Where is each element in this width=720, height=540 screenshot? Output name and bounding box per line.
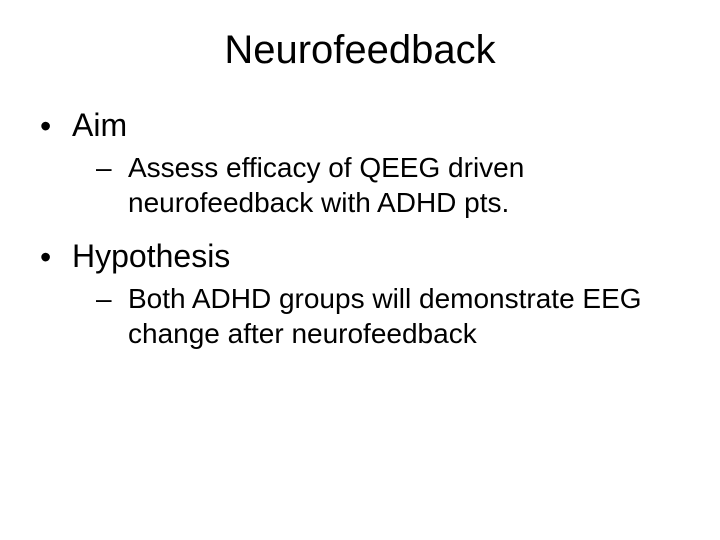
sub-list: Assess efficacy of QEEG driven neurofeed… [72,150,680,220]
sub-text: Assess efficacy of QEEG driven neurofeed… [128,152,524,218]
slide-title: Neurofeedback [40,28,680,73]
slide: Neurofeedback Aim Assess efficacy of QEE… [0,0,720,540]
bullet-item-aim: Aim Assess efficacy of QEEG driven neuro… [40,107,680,220]
bullet-label: Aim [72,107,127,143]
sub-item: Assess efficacy of QEEG driven neurofeed… [72,150,680,220]
sub-list: Both ADHD groups will demonstrate EEG ch… [72,281,680,351]
sub-item: Both ADHD groups will demonstrate EEG ch… [72,281,680,351]
bullet-label: Hypothesis [72,238,230,274]
bullet-list: Aim Assess efficacy of QEEG driven neuro… [40,107,680,351]
bullet-item-hypothesis: Hypothesis Both ADHD groups will demonst… [40,238,680,351]
sub-text: Both ADHD groups will demonstrate EEG ch… [128,283,642,349]
